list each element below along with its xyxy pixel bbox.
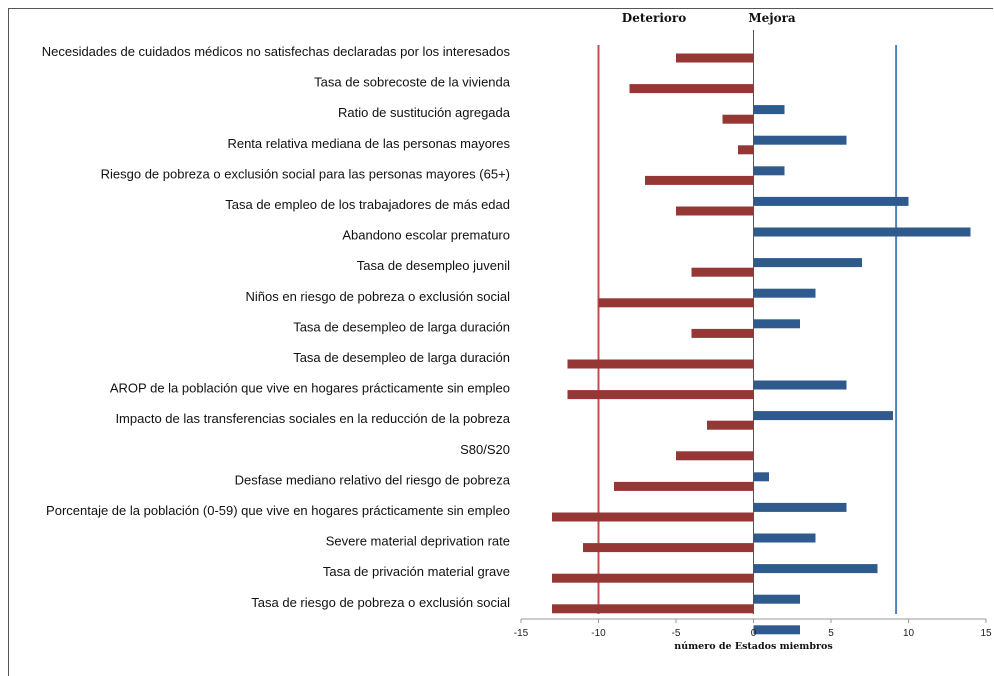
- category-label-4: Riesgo de pobreza o exclusión social par…: [101, 166, 510, 181]
- x-tick-label-3: 0: [751, 628, 757, 639]
- bar-deterioro-10: [567, 359, 754, 369]
- chart-frame: [8, 8, 993, 676]
- x-tick-label-0: -15: [514, 628, 529, 639]
- bar-mejora-14: [753, 502, 847, 512]
- bar-deterioro-18: [552, 604, 754, 614]
- category-label-8: Niños en riesgo de pobreza o exclusión s…: [246, 289, 511, 304]
- bar-deterioro-11: [567, 390, 754, 400]
- bar-mejora-8: [753, 319, 800, 329]
- category-labels: Necesidades de cuidados médicos no satis…: [42, 44, 511, 610]
- category-label-2: Ratio de sustitución agregada: [338, 105, 511, 120]
- bar-mejora-4: [753, 196, 909, 206]
- category-label-15: Porcentaje de la población (0-59) que vi…: [46, 503, 510, 518]
- bar-deterioro-9: [691, 328, 754, 338]
- category-label-12: Impacto de las transferencias sociales e…: [115, 411, 510, 426]
- bar-mejora-10: [753, 380, 847, 390]
- bar-mejora-5: [753, 227, 971, 237]
- bar-deterioro-4: [645, 175, 754, 185]
- category-label-13: S80/S20: [460, 442, 510, 457]
- bar-mejora-2: [753, 135, 847, 145]
- bar-deterioro-0: [676, 53, 754, 63]
- category-label-9: Tasa de desempleo de larga duración: [293, 319, 510, 334]
- bar-deterioro-17: [552, 573, 754, 583]
- bar-mejora-6: [753, 258, 862, 268]
- bar-mejora-1: [753, 105, 785, 115]
- category-label-18: Tasa de riesgo de pobreza o exclusión so…: [251, 595, 510, 610]
- bar-mejora-7: [753, 288, 816, 298]
- category-label-1: Tasa de sobrecoste de la vivienda: [314, 75, 511, 90]
- x-tick-label-2: -5: [672, 628, 681, 639]
- x-tick-label-1: -10: [591, 628, 606, 639]
- bar-mejora-16: [753, 564, 878, 574]
- bar-deterioro-16: [583, 543, 754, 553]
- bar-deterioro-7: [691, 267, 754, 277]
- x-tick-label-4: 5: [828, 628, 834, 639]
- bars: [552, 53, 971, 635]
- x-axis: -15 -10 -5 0 5 10 15: [514, 618, 992, 639]
- bar-deterioro-14: [614, 481, 754, 491]
- category-label-10: Tasa de desempleo de larga duración: [293, 350, 510, 365]
- category-label-5: Tasa de empleo de los trabajadores de má…: [225, 197, 510, 212]
- bar-deterioro-12: [707, 420, 754, 430]
- category-label-14: Desfase mediano relativo del riesgo de p…: [235, 472, 511, 487]
- bar-mejora-11: [753, 411, 893, 421]
- bar-deterioro-5: [676, 206, 754, 216]
- bar-mejora-3: [753, 166, 785, 176]
- bar-deterioro-1: [629, 84, 754, 94]
- category-label-7: Tasa de desempleo juvenil: [357, 258, 510, 273]
- x-tick-label-5: 10: [903, 628, 915, 639]
- x-axis-title: número de Estados miembros: [674, 641, 832, 652]
- bar-deterioro-8: [598, 298, 754, 308]
- bar-deterioro-2: [722, 114, 754, 124]
- bar-deterioro-13: [676, 451, 754, 461]
- category-label-6: Abandono escolar prematuro: [342, 228, 510, 243]
- bar-mejora-13: [753, 472, 769, 482]
- bar-deterioro-15: [552, 512, 754, 522]
- x-tick-label-6: 15: [980, 628, 992, 639]
- bar-deterioro-3: [738, 145, 754, 155]
- category-label-0: Necesidades de cuidados médicos no satis…: [42, 44, 511, 59]
- bar-mejora-15: [753, 533, 816, 543]
- bar-mejora-17: [753, 594, 800, 604]
- category-label-17: Tasa de privación material grave: [323, 564, 510, 579]
- category-label-16: Severe material deprivation rate: [326, 534, 510, 549]
- bar-mejora-18: [753, 625, 800, 635]
- header-mejora: Mejora: [748, 11, 796, 25]
- category-label-11: AROP de la población que vive en hogares…: [110, 381, 510, 396]
- header-deterioro: Deterioro: [622, 11, 686, 25]
- category-label-3: Renta relativa mediana de las personas m…: [227, 136, 510, 151]
